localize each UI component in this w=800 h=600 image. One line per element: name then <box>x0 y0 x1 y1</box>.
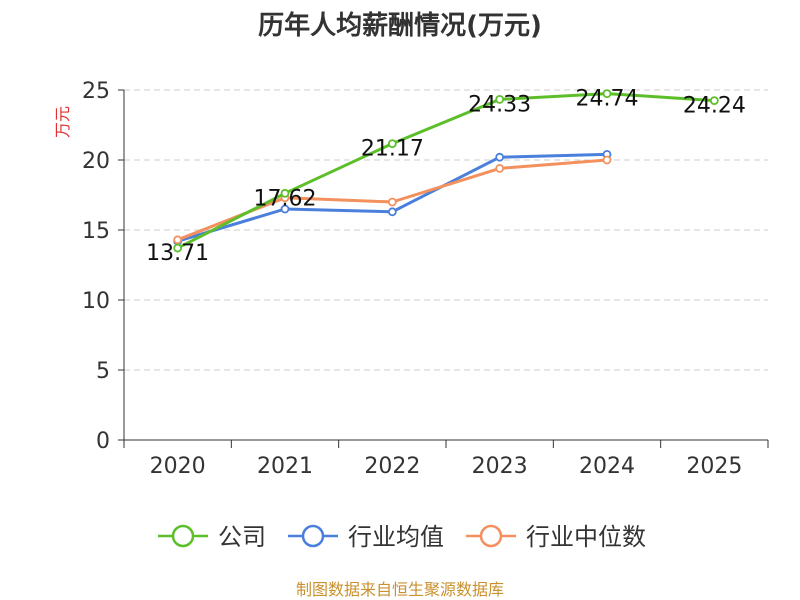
data-label: 24.24 <box>683 94 746 119</box>
data-point <box>709 96 719 106</box>
data-point <box>387 197 397 207</box>
data-label: 17.62 <box>254 186 317 211</box>
legend-item[interactable]: 公司 <box>158 523 266 551</box>
chart-title: 历年人均薪酬情况(万元) <box>258 10 542 41</box>
data-point <box>173 243 183 253</box>
x-tick-label: 2025 <box>686 454 742 479</box>
x-tick-label: 2021 <box>257 454 313 479</box>
y-tick-label: 15 <box>82 219 110 244</box>
data-point <box>387 207 397 217</box>
data-point <box>495 94 505 104</box>
series-line-0 <box>177 92 715 250</box>
x-tick-label: 2020 <box>150 454 206 479</box>
y-axis-label: 万元 <box>53 106 72 138</box>
data-point <box>280 204 290 214</box>
series-group <box>173 89 719 253</box>
data-point <box>387 139 397 149</box>
legend-marker-icon <box>479 524 503 548</box>
y-tick-label: 5 <box>96 359 110 384</box>
x-tick-label: 2023 <box>472 454 528 479</box>
x-tick-label: 2022 <box>364 454 420 479</box>
data-labels: 13.71 17.62 21.17 24.33 24.74 24.24 <box>146 87 746 266</box>
legend-item[interactable]: 行业均值 <box>288 523 444 551</box>
legend-label: 行业均值 <box>348 523 444 551</box>
legend-label: 行业中位数 <box>526 523 646 551</box>
data-point <box>495 152 505 162</box>
data-label: 24.33 <box>468 92 531 117</box>
data-point <box>280 188 290 198</box>
legend-marker-icon <box>171 524 195 548</box>
data-label: 21.17 <box>361 137 424 162</box>
x-tick-label: 2024 <box>579 454 635 479</box>
y-tick-label: 10 <box>82 289 110 314</box>
data-point <box>495 163 505 173</box>
legend-marker-icon <box>301 524 325 548</box>
data-label: 13.71 <box>146 241 209 266</box>
data-label: 24.74 <box>576 87 639 112</box>
source-note: 制图数据来自恒生聚源数据库 <box>296 580 504 599</box>
y-tick-label: 0 <box>96 429 110 454</box>
grid-lines <box>124 89 768 371</box>
y-tick-label: 25 <box>82 79 110 104</box>
legend[interactable]: 公司 行业均值 行业中位数 <box>158 523 646 551</box>
legend-item[interactable]: 行业中位数 <box>466 523 646 551</box>
data-point <box>173 235 183 245</box>
legend-label: 公司 <box>218 523 266 551</box>
y-tick-label: 20 <box>82 149 110 174</box>
data-point <box>602 89 612 99</box>
data-point <box>602 155 612 165</box>
